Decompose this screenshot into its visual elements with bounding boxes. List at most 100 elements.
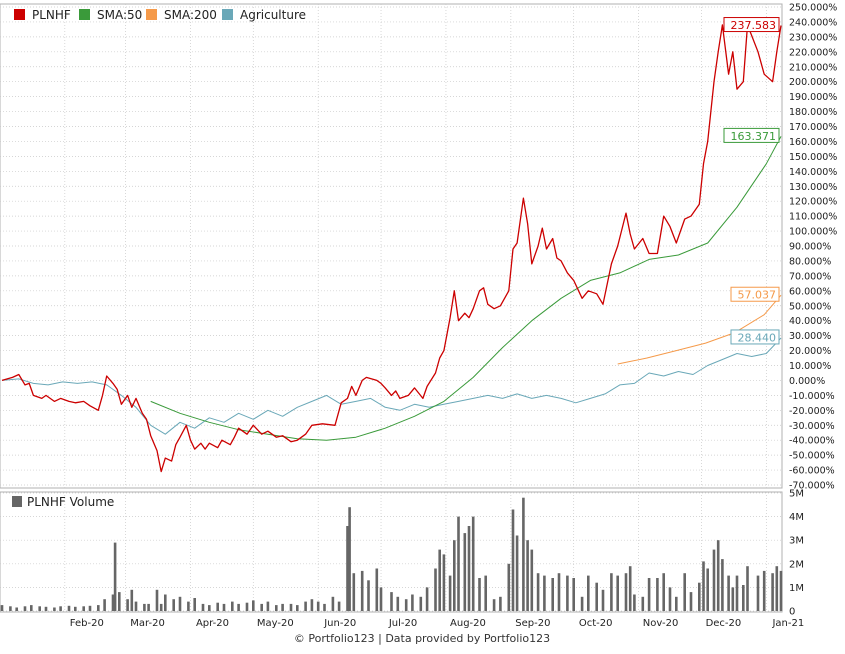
y-tick-label: -60.000% [789,466,835,477]
y-tick-label: -70.000% [789,481,835,492]
y-tick-label: 70.000% [789,271,831,282]
volume-bar [396,596,400,611]
volume-bar [172,599,175,611]
y-tick-label: 180.000% [789,107,837,118]
volume-bar [511,509,515,611]
volume-bar [208,605,211,611]
y-tick-label: -30.000% [789,421,835,432]
volume-bar [367,580,370,611]
volume-bar [419,596,423,611]
legend-plnhf: PLNHF [32,8,71,22]
volume-bar [331,596,335,611]
volume-bar [656,578,659,611]
volume-bar [647,578,651,611]
volume-bar [735,575,739,611]
y-tick-label: 60.000% [789,286,831,297]
price-grid [0,4,782,488]
volume-bar [702,561,705,611]
y-tick-label: 250.000% [789,3,837,14]
volume-bar [159,603,163,611]
volume-bar [467,526,471,611]
volume-bar [411,594,414,611]
series-line-plnhf [1,24,782,473]
footer-credit: © Portfolio123 | Data provided by Portfo… [294,632,550,645]
volume-bar [580,596,584,611]
y-tick-label: 240.000% [789,17,837,28]
series-line-sma200 [617,294,782,365]
volume-bar [38,606,41,611]
volume-bar [130,589,134,611]
volume-panel-frame [0,491,783,613]
volume-bar [668,587,672,611]
volume-bar [23,606,27,611]
x-tick-label: Dec-20 [706,618,742,629]
volume-bar [463,533,467,611]
volume-bar [97,605,100,611]
volume-bar [438,549,441,611]
volume-bar [587,575,590,611]
x-tick-label: Nov-20 [643,618,679,629]
volume-bar [222,603,226,611]
y-tick-label: 120.000% [789,197,837,208]
volume-bar [742,585,745,611]
y-tick-label: 40.000% [789,316,831,327]
volume-bar [346,526,349,611]
volume-bar [698,582,701,611]
volume-bar [193,598,196,611]
volume-bar [245,602,249,611]
volume-bar [118,592,121,611]
x-tick-label: Aug-20 [450,618,486,629]
x-tick-label: Jul-20 [388,618,417,629]
volume-bar [178,596,182,611]
end-labels: 237.583 163.371 57.037 28.440 [723,17,780,345]
x-tick-label: Mar-20 [130,618,165,629]
x-tick-label: Jan-21 [771,618,804,629]
volume-bar [111,594,115,611]
legend-sma50: SMA:50 [97,8,142,22]
legend-swatch-sma200 [146,9,157,20]
volume-bar [771,573,774,611]
legend-sma200: SMA:200 [164,8,217,22]
end-label-box [723,17,780,33]
x-tick-label: Sep-20 [515,618,550,629]
y-tick-label: 150.000% [789,152,837,163]
y-tick-label: -10.000% [789,391,835,402]
y-tick-label: 80.000% [789,256,831,267]
volume-bar [746,566,749,611]
legend-swatch-agriculture [222,9,233,20]
end-label-value: 57.037 [738,289,777,302]
y-tick-label: 10.000% [789,361,831,372]
volume-bar [67,605,71,611]
volume-bar [762,570,766,611]
volume-bar [683,573,686,611]
volume-bar [82,606,85,611]
volume-bar [471,516,475,611]
y-tick-label: 0.000% [789,376,825,387]
x-tick-label: Jun-20 [323,618,356,629]
series-layer [1,24,782,473]
volume-bar [266,601,270,611]
volume-bar [484,575,487,611]
y-tick-label: 230.000% [789,32,837,43]
x-tick-label: May-20 [257,618,294,629]
volume-bar [572,578,575,611]
volume-y-axis: 5M 4M 3M 2M 1M 0 [789,489,804,618]
volume-bar [147,603,150,611]
volume-bar [323,603,326,611]
volume-bar [216,602,219,611]
volume-bar [551,578,554,611]
volume-bar [74,606,77,611]
volume-bar [316,601,320,611]
volume-bar [337,601,341,611]
x-tick-label: Oct-20 [579,618,613,629]
volume-bar [360,570,364,611]
volume-bar [457,516,460,611]
y-tick-label: 50.000% [789,301,831,312]
volume-y-tick-label: 1M [789,583,804,594]
x-tick-label: Feb-20 [70,618,104,629]
volume-bar [522,497,525,611]
volume-y-tick-label: 2M [789,559,804,570]
y-tick-label: 170.000% [789,122,837,133]
